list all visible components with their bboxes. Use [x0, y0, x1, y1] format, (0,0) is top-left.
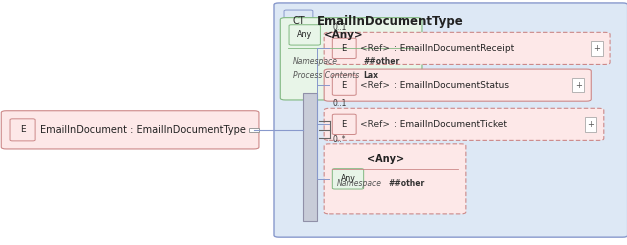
- Text: EmailInDocumentType: EmailInDocumentType: [317, 15, 463, 28]
- Text: +: +: [587, 120, 594, 129]
- FancyBboxPatch shape: [332, 169, 364, 189]
- Bar: [572, 78, 584, 93]
- FancyBboxPatch shape: [10, 119, 35, 141]
- Text: : EmailInDocumentTicket: : EmailInDocumentTicket: [394, 120, 507, 129]
- Text: <Ref>: <Ref>: [360, 81, 390, 90]
- FancyBboxPatch shape: [284, 10, 313, 33]
- FancyBboxPatch shape: [324, 32, 610, 64]
- Text: CT: CT: [292, 16, 305, 26]
- Text: ##other: ##other: [364, 57, 400, 66]
- FancyBboxPatch shape: [274, 3, 627, 237]
- FancyBboxPatch shape: [280, 18, 422, 100]
- Bar: [303, 93, 317, 220]
- Text: +: +: [594, 44, 600, 53]
- Text: Lax: Lax: [364, 72, 379, 80]
- FancyBboxPatch shape: [332, 38, 356, 59]
- Text: 0..1: 0..1: [332, 23, 347, 32]
- Text: E: E: [342, 44, 347, 53]
- FancyBboxPatch shape: [332, 114, 356, 135]
- FancyBboxPatch shape: [324, 144, 466, 214]
- FancyBboxPatch shape: [1, 111, 259, 149]
- FancyBboxPatch shape: [324, 108, 604, 140]
- Text: : EmailInDocumentReceipt: : EmailInDocumentReceipt: [394, 44, 515, 53]
- Text: Namespace: Namespace: [337, 179, 382, 188]
- Text: E: E: [342, 81, 347, 90]
- Text: Namespace: Namespace: [293, 57, 338, 66]
- Text: : EmailInDocumentStatus: : EmailInDocumentStatus: [394, 81, 509, 90]
- Text: ##other: ##other: [389, 179, 425, 188]
- Bar: [585, 117, 596, 132]
- Text: <Any>: <Any>: [324, 30, 364, 40]
- Text: 0..*: 0..*: [332, 135, 346, 144]
- FancyBboxPatch shape: [324, 69, 591, 101]
- Text: +: +: [575, 81, 581, 90]
- FancyBboxPatch shape: [332, 75, 356, 95]
- Text: <Ref>: <Ref>: [360, 120, 390, 129]
- Text: Any: Any: [297, 30, 312, 39]
- FancyBboxPatch shape: [289, 25, 320, 45]
- Text: Any: Any: [340, 174, 356, 183]
- Text: E: E: [342, 120, 347, 129]
- Text: EmailInDocument : EmailInDocumentType: EmailInDocument : EmailInDocumentType: [40, 125, 246, 135]
- Text: Process Contents: Process Contents: [293, 72, 359, 80]
- Text: E: E: [20, 125, 25, 134]
- Text: <Ref>: <Ref>: [360, 44, 390, 53]
- Bar: [591, 41, 603, 56]
- Text: 0..1: 0..1: [332, 99, 347, 108]
- Bar: [249, 128, 259, 132]
- Text: <Any>: <Any>: [367, 154, 404, 164]
